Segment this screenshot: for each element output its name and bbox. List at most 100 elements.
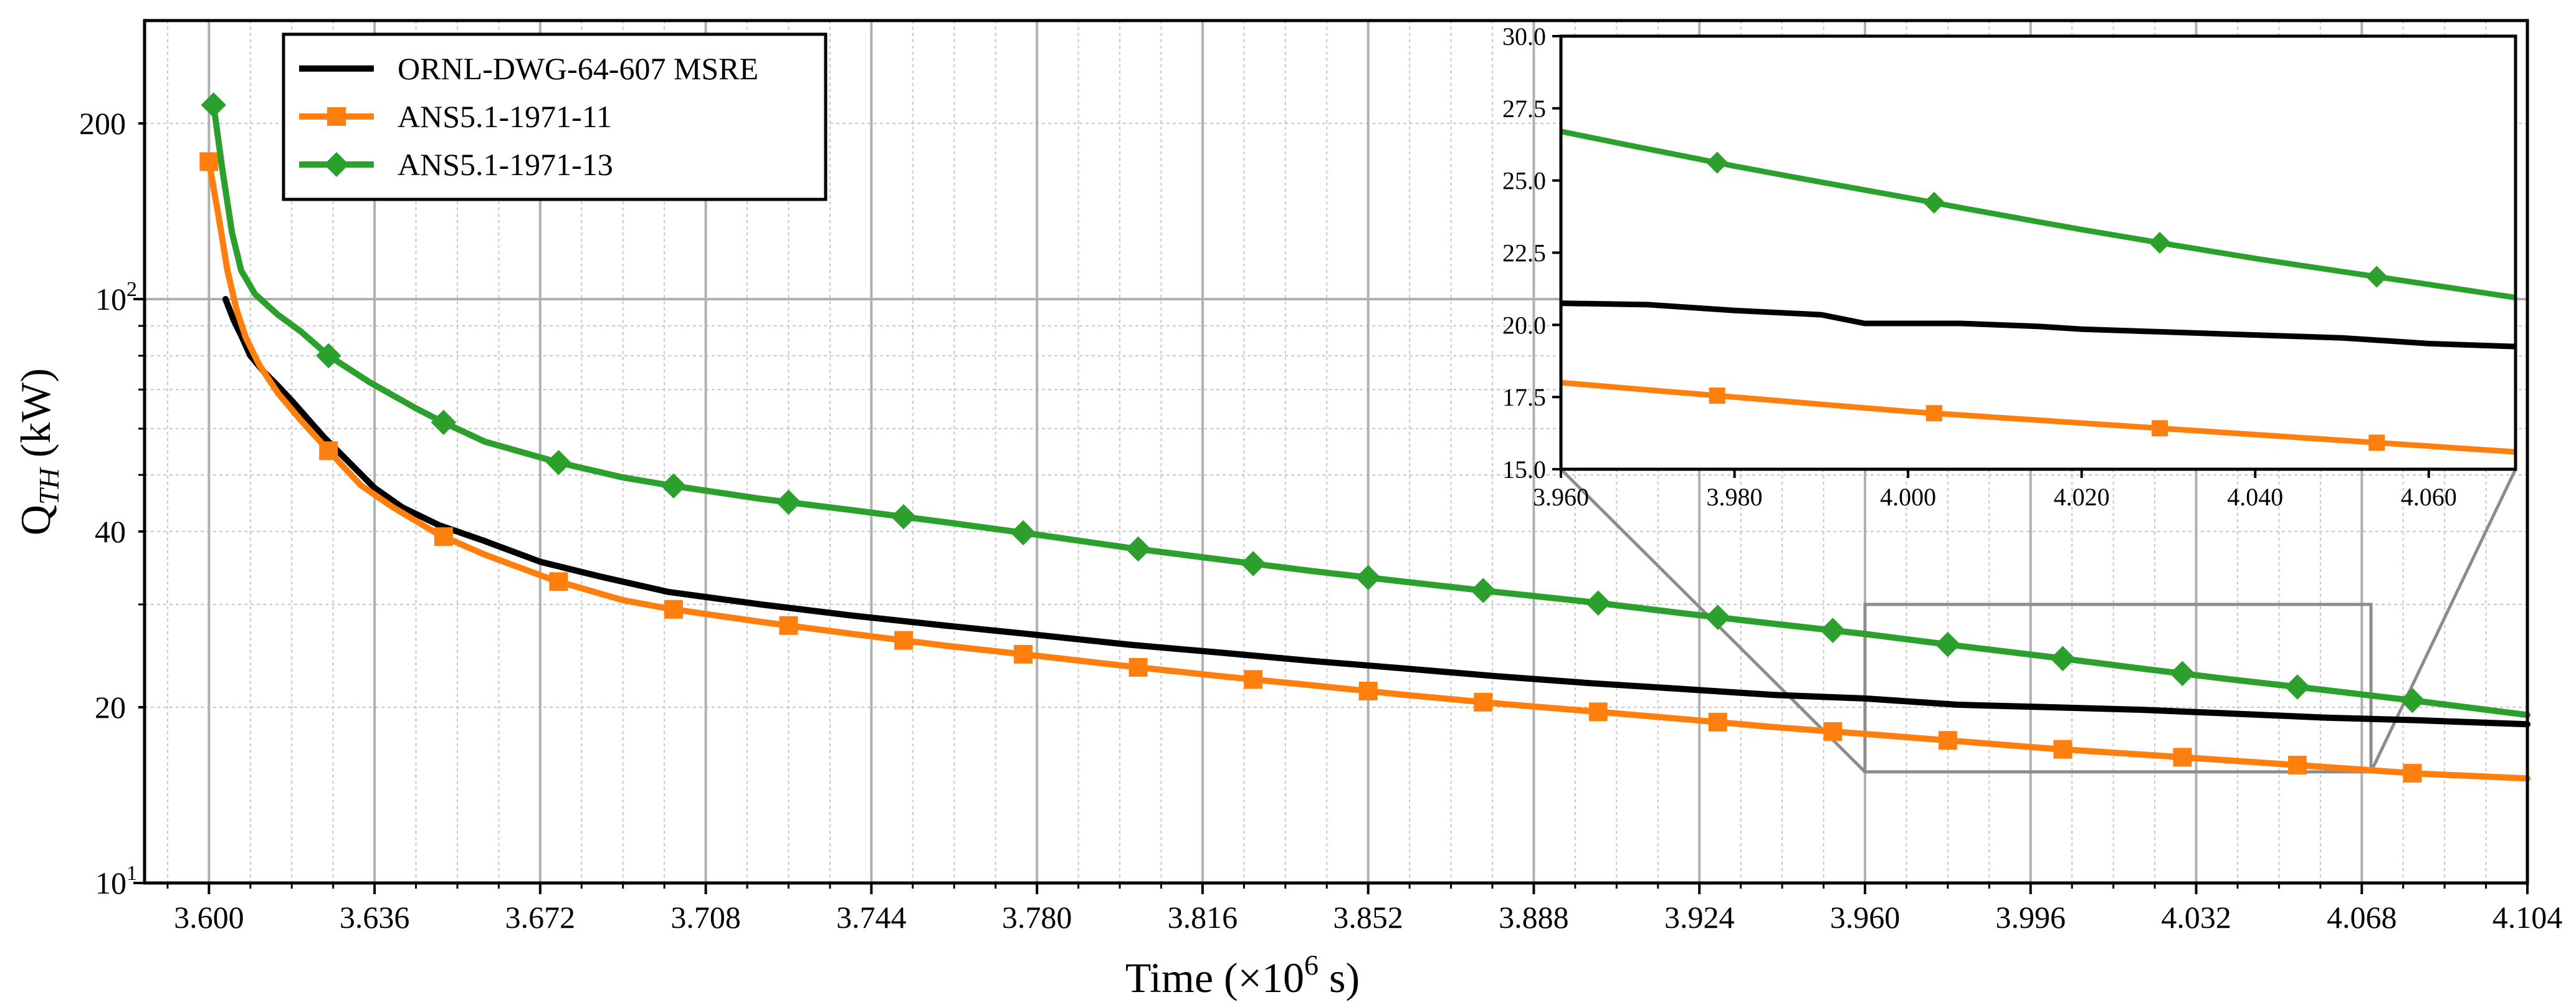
x-axis-label: Time (×106 s) (1125, 949, 1360, 1001)
data-point-ans5-1-1971-11 (1938, 731, 1957, 750)
data-point-ans5-1-1971-13 (1935, 631, 1961, 657)
data-point-ans5-1-1971-13 (1585, 590, 1611, 616)
x-tick-label: 3.780 (1002, 900, 1072, 935)
main-axis-ticks: 3.600 3.636 3.672 3.708 3.744 3.780 3.816 3.852… (79, 106, 2562, 935)
data-point-ans5-1-1971-11 (1823, 722, 1843, 741)
legend-label-msre: ORNL-DWG-64-607 MSRE (398, 51, 758, 86)
inset-y-tick-label: 15.0 (1502, 456, 1546, 484)
data-point-ans5-1-1971-13 (431, 409, 457, 436)
inset-data-point-ans5-1-1971-11 (2151, 420, 2168, 437)
inset-data-point-ans5-1-1971-11 (2368, 434, 2385, 451)
data-point-ans5-1-1971-11 (1708, 712, 1727, 732)
y-tick-label: 101 (95, 862, 137, 900)
y-tick-label: 200 (79, 106, 126, 141)
data-point-ans5-1-1971-11 (1588, 702, 1608, 722)
inset-data-point-ans5-1-1971-11 (1925, 405, 1942, 422)
data-point-ans5-1-1971-11 (1014, 644, 1033, 664)
data-point-ans5-1-1971-11 (2287, 755, 2307, 775)
x-tick-label: 3.852 (1333, 900, 1403, 935)
y-tick-label: 102 (95, 278, 137, 317)
y-tick-label-exponent: 1 (126, 862, 137, 885)
data-point-ans5-1-1971-11 (779, 616, 798, 635)
series-line-ans5-1-1971-13 (210, 102, 2531, 718)
x-tick-label: 3.960 (1830, 900, 1901, 935)
zoom-connector-right (2369, 468, 2517, 773)
data-point-ans5-1-1971-11 (2173, 748, 2192, 767)
data-point-ans5-1-1971-11 (2403, 763, 2422, 783)
zoom-box (1863, 603, 2373, 774)
inset-x-tick-label: 3.980 (1707, 483, 1763, 511)
inset-data-point-ans5-1-1971-13 (2149, 231, 2171, 254)
x-tick-label: 3.744 (836, 900, 907, 935)
data-point-ans5-1-1971-13 (1355, 565, 1381, 591)
y-tick-label: 20 (95, 690, 126, 725)
y-axis-label: QTH (kW) (12, 368, 65, 535)
x-tick-label: 4.104 (2493, 900, 2563, 935)
x-tick-label: 3.888 (1499, 900, 1569, 935)
data-point-ans5-1-1971-13 (2170, 661, 2195, 687)
inset-y-tick-label: 30.0 (1502, 22, 1546, 50)
legend-marker-ans13 (324, 152, 349, 177)
legend-label-ans13: ANS5.1-1971-13 (398, 147, 613, 182)
inset-x-tick-label: 3.960 (1533, 483, 1589, 511)
data-point-ans5-1-1971-13 (1010, 520, 1036, 546)
y-axis-label-base: Q (12, 505, 59, 535)
x-tick-label: 4.068 (2327, 900, 2397, 935)
data-point-ans5-1-1971-11 (319, 441, 338, 461)
inset-series-ans5-1-1971-11 (1560, 379, 2516, 455)
inset-x-tick-label: 4.000 (1880, 483, 1936, 511)
x-axis-label-prefix: Time (×10 (1125, 954, 1304, 1001)
series-ornl-dwg-64-607-msre (222, 296, 2531, 728)
data-point-ans5-1-1971-13 (1820, 618, 1846, 643)
inset-y-tick-label: 17.5 (1502, 383, 1546, 411)
data-point-ans5-1-1971-13 (1125, 536, 1151, 562)
legend-marker-ans11 (327, 107, 346, 126)
inset-series-ans5-1-1971-13 (1560, 128, 2516, 300)
inset-line-ornl-dwg-64-607-msre (1560, 300, 2516, 350)
x-axis-label-exponent: 6 (1304, 949, 1319, 981)
data-point-ans5-1-1971-11 (2053, 740, 2073, 759)
data-point-ans5-1-1971-13 (546, 449, 571, 475)
inset-chart: 3.960 3.980 4.000 4.020 4.040 4.060 15.0 17.5 20… (1502, 22, 2517, 511)
x-tick-label: 3.924 (1664, 900, 1735, 935)
y-axis-label-suffix: (kW) (12, 368, 59, 468)
y-tick-label-base: 10 (95, 282, 126, 317)
inset-y-tick-label: 27.5 (1502, 95, 1546, 123)
data-point-ans5-1-1971-11 (199, 152, 219, 171)
y-axis-label-subscript: TH (33, 467, 65, 505)
x-tick-label: 4.032 (2161, 900, 2231, 935)
data-point-ans5-1-1971-11 (664, 599, 683, 619)
data-point-ans5-1-1971-13 (776, 489, 801, 515)
series-ans5-1-1971-11 (199, 152, 2531, 783)
inset-data-point-ans5-1-1971-13 (1923, 191, 1945, 214)
data-point-ans5-1-1971-13 (201, 92, 226, 118)
data-point-ans5-1-1971-13 (2400, 687, 2425, 713)
data-point-ans5-1-1971-13 (890, 504, 917, 530)
series-line-ornl-dwg-64-607-msre (222, 296, 2531, 728)
y-tick-label-exponent: 2 (126, 278, 137, 301)
inset-y-tick-label: 20.0 (1502, 311, 1546, 339)
data-point-ans5-1-1971-11 (434, 527, 453, 546)
data-point-ans5-1-1971-11 (549, 572, 568, 591)
x-tick-label: 3.600 (174, 900, 244, 935)
data-point-ans5-1-1971-11 (894, 631, 914, 650)
x-axis-label-suffix: s) (1319, 954, 1360, 1001)
inset-y-tick-label: 25.0 (1502, 167, 1546, 195)
zoom-indicator (1560, 468, 2517, 774)
main-plot-frame (143, 19, 2529, 885)
inset-series (1560, 128, 2516, 455)
x-tick-label: 3.996 (1995, 900, 2066, 935)
data-point-ans5-1-1971-13 (1240, 551, 1266, 576)
data-point-ans5-1-1971-11 (1358, 682, 1378, 701)
inset-data-point-ans5-1-1971-13 (1706, 151, 1729, 174)
data-point-ans5-1-1971-11 (1244, 670, 1263, 689)
x-tick-label: 3.636 (340, 900, 410, 935)
main-series (199, 92, 2531, 783)
inset-y-tick-label: 22.5 (1502, 239, 1546, 267)
y-tick-label: 40 (95, 514, 126, 549)
inset-x-tick-label: 4.020 (2054, 483, 2110, 511)
data-point-ans5-1-1971-11 (1474, 692, 1493, 712)
x-tick-label: 3.816 (1168, 900, 1238, 935)
inset-data-point-ans5-1-1971-13 (2365, 265, 2388, 288)
